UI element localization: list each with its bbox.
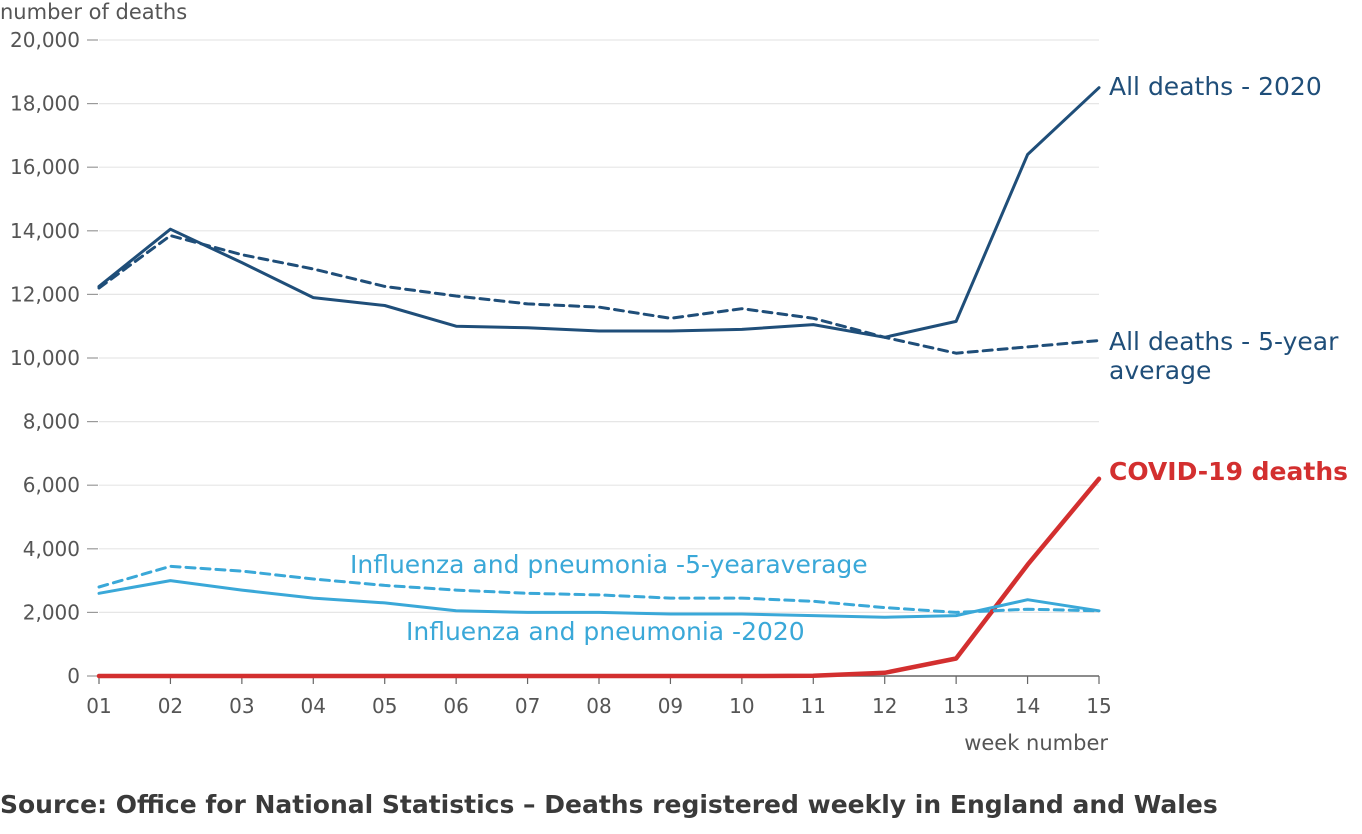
x-tick-label: 10 xyxy=(729,694,754,718)
series-line xyxy=(97,86,1101,339)
x-tick-label: 09 xyxy=(658,694,683,718)
y-tick-label: 10,000 xyxy=(10,346,80,370)
y-tick-label: 14,000 xyxy=(10,219,80,243)
x-tick-label: 15 xyxy=(1086,694,1111,718)
x-tick-label: 11 xyxy=(801,694,826,718)
x-tick-label: 03 xyxy=(229,694,254,718)
series-line xyxy=(97,234,1101,355)
series-label: All deaths - 2020 xyxy=(1109,72,1322,101)
x-tick-label: 08 xyxy=(586,694,611,718)
series-lines xyxy=(96,86,1102,679)
x-tick-label: 07 xyxy=(515,694,540,718)
x-axis: 01 02 03 04 05 06 07 08 09 10 11 12 13 14 15 xyxy=(86,675,1112,718)
series-labels: All deaths - 2020 All deaths - 5-yearaver… xyxy=(350,72,1348,646)
y-axis-ticks: 0 2,000 4,000 6,000 8,000 10,000 12,000 14,000 1… xyxy=(10,28,98,688)
y-tick-label: 16,000 xyxy=(10,155,80,179)
source-note: Source: Office for National Statistics –… xyxy=(0,790,1218,819)
y-tick-label: 0 xyxy=(67,664,80,688)
series-label: average xyxy=(1109,356,1211,385)
series-label: All deaths - 5-year xyxy=(1109,327,1339,356)
x-tick-label: 12 xyxy=(872,694,897,718)
y-tick-label: 2,000 xyxy=(23,600,80,624)
x-tick-label: 01 xyxy=(86,694,111,718)
x-tick-label: 04 xyxy=(301,694,326,718)
x-tick-label: 02 xyxy=(158,694,183,718)
series-label: COVID-19 deaths xyxy=(1109,457,1348,486)
series-label: Influenza and pneumonia -2020 xyxy=(406,617,805,646)
y-tick-label: 8,000 xyxy=(23,410,80,434)
series-line xyxy=(96,476,1102,679)
series-label: Influenza and pneumonia -5-yearaverage xyxy=(350,550,868,579)
x-axis-title: week number xyxy=(964,731,1108,755)
line-chart: 0 2,000 4,000 6,000 8,000 10,000 12,000 14,000 1… xyxy=(0,0,1348,755)
x-tick-label: 13 xyxy=(943,694,968,718)
gridlines xyxy=(99,39,1099,614)
x-tick-label: 14 xyxy=(1015,694,1040,718)
series-line xyxy=(97,564,1101,614)
y-tick-label: 6,000 xyxy=(23,473,80,497)
y-tick-label: 20,000 xyxy=(10,28,80,52)
y-axis-title: number of deaths xyxy=(0,0,187,24)
series-line xyxy=(97,579,1101,619)
x-tick-label: 06 xyxy=(443,694,468,718)
y-tick-label: 4,000 xyxy=(23,537,80,561)
y-tick-label: 12,000 xyxy=(10,282,80,306)
y-tick-label: 18,000 xyxy=(10,92,80,116)
x-tick-label: 05 xyxy=(372,694,397,718)
